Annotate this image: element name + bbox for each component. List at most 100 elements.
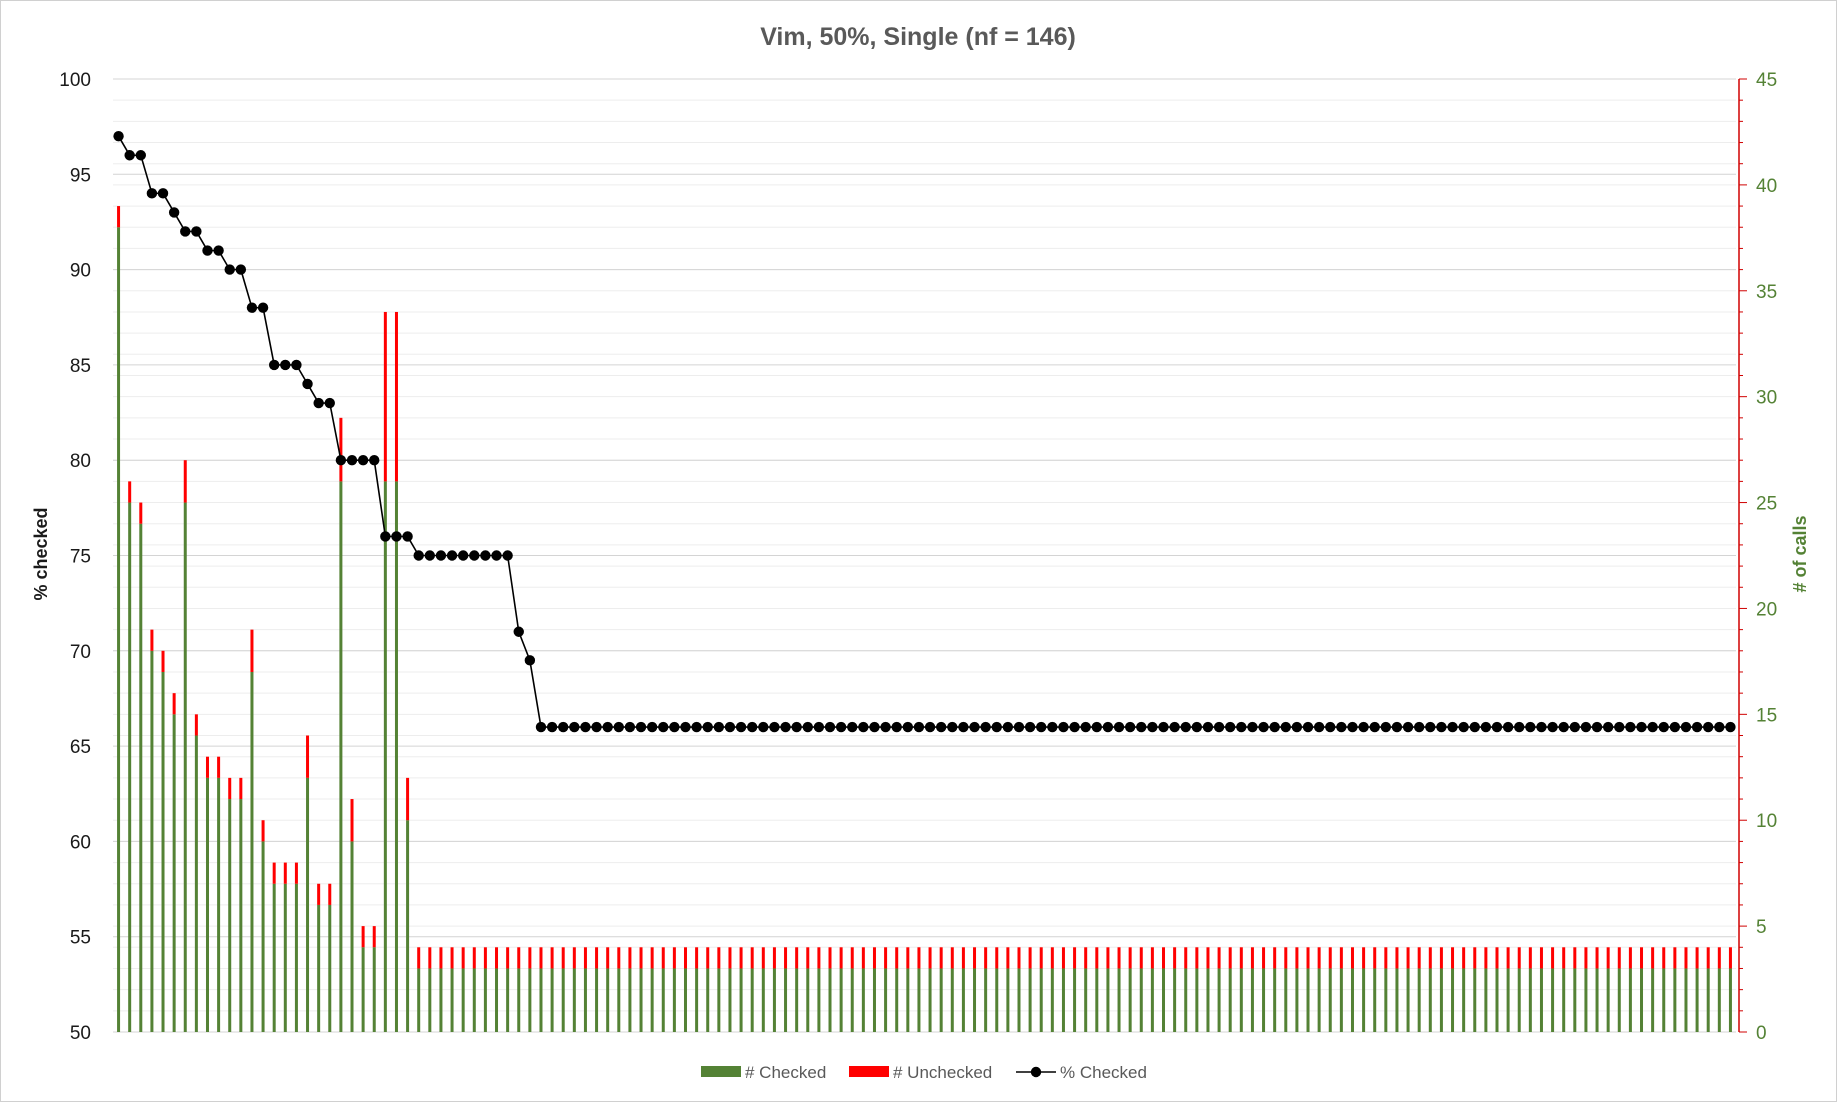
bar-unchecked — [1728, 947, 1732, 969]
y-tick-label-right: 40 — [1756, 176, 1777, 197]
y-axis-label-right: # of calls — [1790, 515, 1810, 592]
grid-layer — [113, 78, 1736, 1033]
y-tick-label-right: 15 — [1756, 705, 1777, 726]
pct-checked-point — [1069, 721, 1080, 733]
y-tick-label-left: 80 — [70, 451, 91, 472]
bar-unchecked — [1028, 947, 1032, 969]
pct-checked-point — [791, 721, 802, 733]
pct-checked-point — [869, 721, 880, 733]
y-tick-label-left: 90 — [70, 261, 91, 282]
pct-checked-point — [1502, 721, 1514, 733]
pct-checked-point — [1191, 721, 1203, 733]
bar-checked — [1717, 968, 1721, 1032]
bar-unchecked — [217, 756, 221, 778]
bar-unchecked — [761, 947, 765, 969]
chart-title: Vim, 50%, Single (nf = 146) — [760, 23, 1076, 51]
bar-checked — [1517, 968, 1521, 1032]
bar-checked — [984, 968, 988, 1032]
bar-checked — [973, 968, 977, 1032]
bar-checked — [1706, 968, 1710, 1032]
bar-unchecked — [472, 947, 476, 969]
bar-checked — [672, 968, 676, 1032]
pct-checked-point — [546, 721, 558, 733]
bar-checked — [394, 481, 398, 1032]
bar-checked — [1328, 968, 1332, 1032]
bar-checked — [483, 968, 487, 1032]
y-tick-label-left: 85 — [70, 356, 91, 377]
bar-unchecked — [917, 947, 921, 969]
bar-checked — [205, 777, 209, 1032]
bar-unchecked — [1539, 947, 1543, 969]
bar-checked — [995, 968, 999, 1032]
bar-checked — [1206, 968, 1210, 1032]
bar-unchecked — [728, 947, 732, 969]
bar-unchecked — [1717, 947, 1721, 969]
bar-unchecked — [639, 947, 643, 969]
bar-checked — [517, 968, 521, 1032]
y-tick-label-left: 50 — [70, 1023, 91, 1044]
bar-unchecked — [1595, 947, 1599, 969]
pct-checked-point — [335, 455, 347, 466]
pct-checked-point — [1691, 721, 1703, 733]
bar-checked — [117, 227, 121, 1032]
bar-unchecked — [183, 460, 187, 503]
bar-unchecked — [1428, 947, 1432, 969]
bar-checked — [506, 968, 510, 1032]
bar-unchecked — [239, 777, 243, 800]
bar-unchecked — [1384, 947, 1388, 969]
bar-checked — [1006, 968, 1010, 1032]
bar-checked — [439, 968, 443, 1032]
bar-unchecked — [1039, 947, 1043, 969]
y-tick-label-left: 70 — [70, 642, 91, 663]
pct-checked-point — [1169, 721, 1180, 733]
bar-checked — [406, 820, 410, 1032]
bar-unchecked — [1640, 947, 1644, 969]
bar-checked — [328, 904, 332, 1032]
bar-checked — [806, 968, 810, 1032]
y-tick-label-right: 10 — [1756, 811, 1777, 832]
bar-checked — [650, 968, 654, 1032]
pct-checked-point — [1347, 721, 1358, 733]
bar-unchecked — [372, 926, 376, 948]
pct-checked-point — [1180, 721, 1191, 733]
bar-checked — [1673, 968, 1677, 1032]
bar-checked — [1306, 968, 1310, 1032]
pct-checked-point — [135, 150, 146, 161]
bar-checked — [1451, 968, 1455, 1032]
pct-checked-point — [1391, 721, 1403, 733]
pct-checked-point — [1047, 721, 1058, 733]
bar-checked — [283, 883, 287, 1032]
bar-unchecked — [795, 947, 799, 969]
bar-unchecked — [1473, 947, 1477, 969]
pct-checked-point — [480, 550, 491, 561]
pct-checked-point — [1569, 721, 1581, 733]
bar-checked — [1184, 968, 1188, 1032]
pct-checked-point — [213, 245, 224, 256]
bar-unchecked — [294, 862, 298, 884]
bar-checked — [1162, 968, 1166, 1032]
pct-checked-point — [858, 721, 869, 733]
pct-checked-point — [346, 455, 358, 466]
bar-unchecked — [1250, 947, 1254, 969]
bar-unchecked — [283, 862, 287, 884]
pct-checked-point — [1280, 721, 1291, 733]
bar-checked — [239, 799, 243, 1032]
bar-checked — [1695, 968, 1699, 1032]
bar-checked — [1551, 968, 1555, 1032]
bar-unchecked — [1317, 947, 1321, 969]
bar-unchecked — [1451, 947, 1455, 969]
bar-unchecked — [339, 417, 343, 482]
bar-unchecked — [1617, 947, 1621, 969]
bar-unchecked — [1695, 947, 1699, 969]
pct-checked-point — [1680, 721, 1692, 733]
pct-checked-point — [491, 550, 502, 561]
y-tick-label-right: 45 — [1756, 70, 1777, 91]
pct-checked-point — [291, 359, 302, 371]
bar-unchecked — [739, 947, 743, 969]
bar-checked — [728, 968, 732, 1032]
bar-checked — [606, 968, 610, 1032]
pct-checked-point — [1647, 721, 1658, 733]
pct-checked-point — [624, 721, 636, 733]
bar-unchecked — [1350, 947, 1354, 969]
y-tick-label-right: 30 — [1756, 388, 1777, 409]
